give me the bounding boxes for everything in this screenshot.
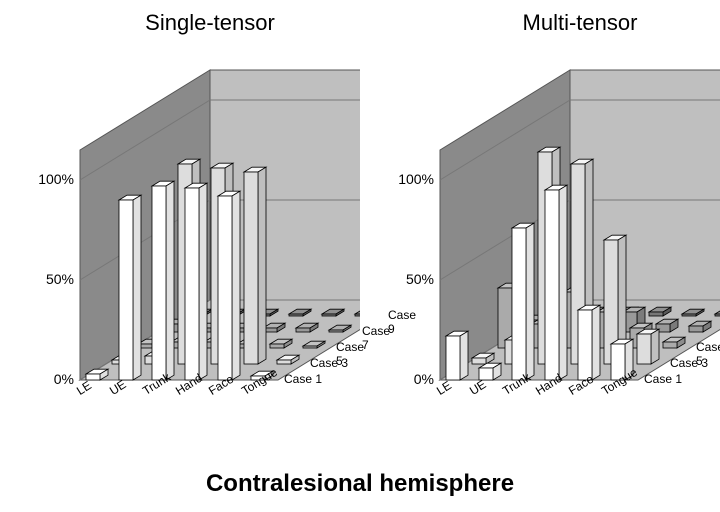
y-tick-label: 0%: [388, 371, 434, 387]
z-axis-label: Case 3: [310, 356, 348, 370]
z-axis-label: Case 1: [284, 372, 322, 386]
bar: [578, 305, 600, 380]
chart-panel-multi-tensor: 0%50%100%Case 9Case 7Case 5Case 3Case 1L…: [370, 50, 720, 440]
bar: [446, 331, 468, 380]
bar: [152, 181, 174, 380]
y-tick-label: 100%: [388, 171, 434, 187]
z-axis-label: Case 1: [644, 372, 682, 386]
bar: [218, 191, 240, 380]
chart-panel-single-tensor: 0%50%100%Case 9Case 7Case 5Case 3Case 1L…: [10, 50, 360, 440]
subplot-title-0: Single-tensor: [60, 10, 360, 36]
y-tick-label: 50%: [388, 271, 434, 287]
subplot-title-1: Multi-tensor: [430, 10, 720, 36]
bar: [244, 167, 266, 364]
bar: [512, 223, 534, 380]
bar: [185, 183, 207, 380]
bar: [637, 329, 659, 364]
chart-main-title: Contralesional hemisphere: [0, 470, 720, 498]
y-tick-label: 100%: [28, 171, 74, 187]
y-tick-label: 0%: [28, 371, 74, 387]
bar: [119, 195, 141, 380]
bar: [545, 185, 567, 380]
bar: [479, 363, 501, 380]
y-tick-label: 50%: [28, 271, 74, 287]
z-axis-label: Case 3: [670, 356, 708, 370]
